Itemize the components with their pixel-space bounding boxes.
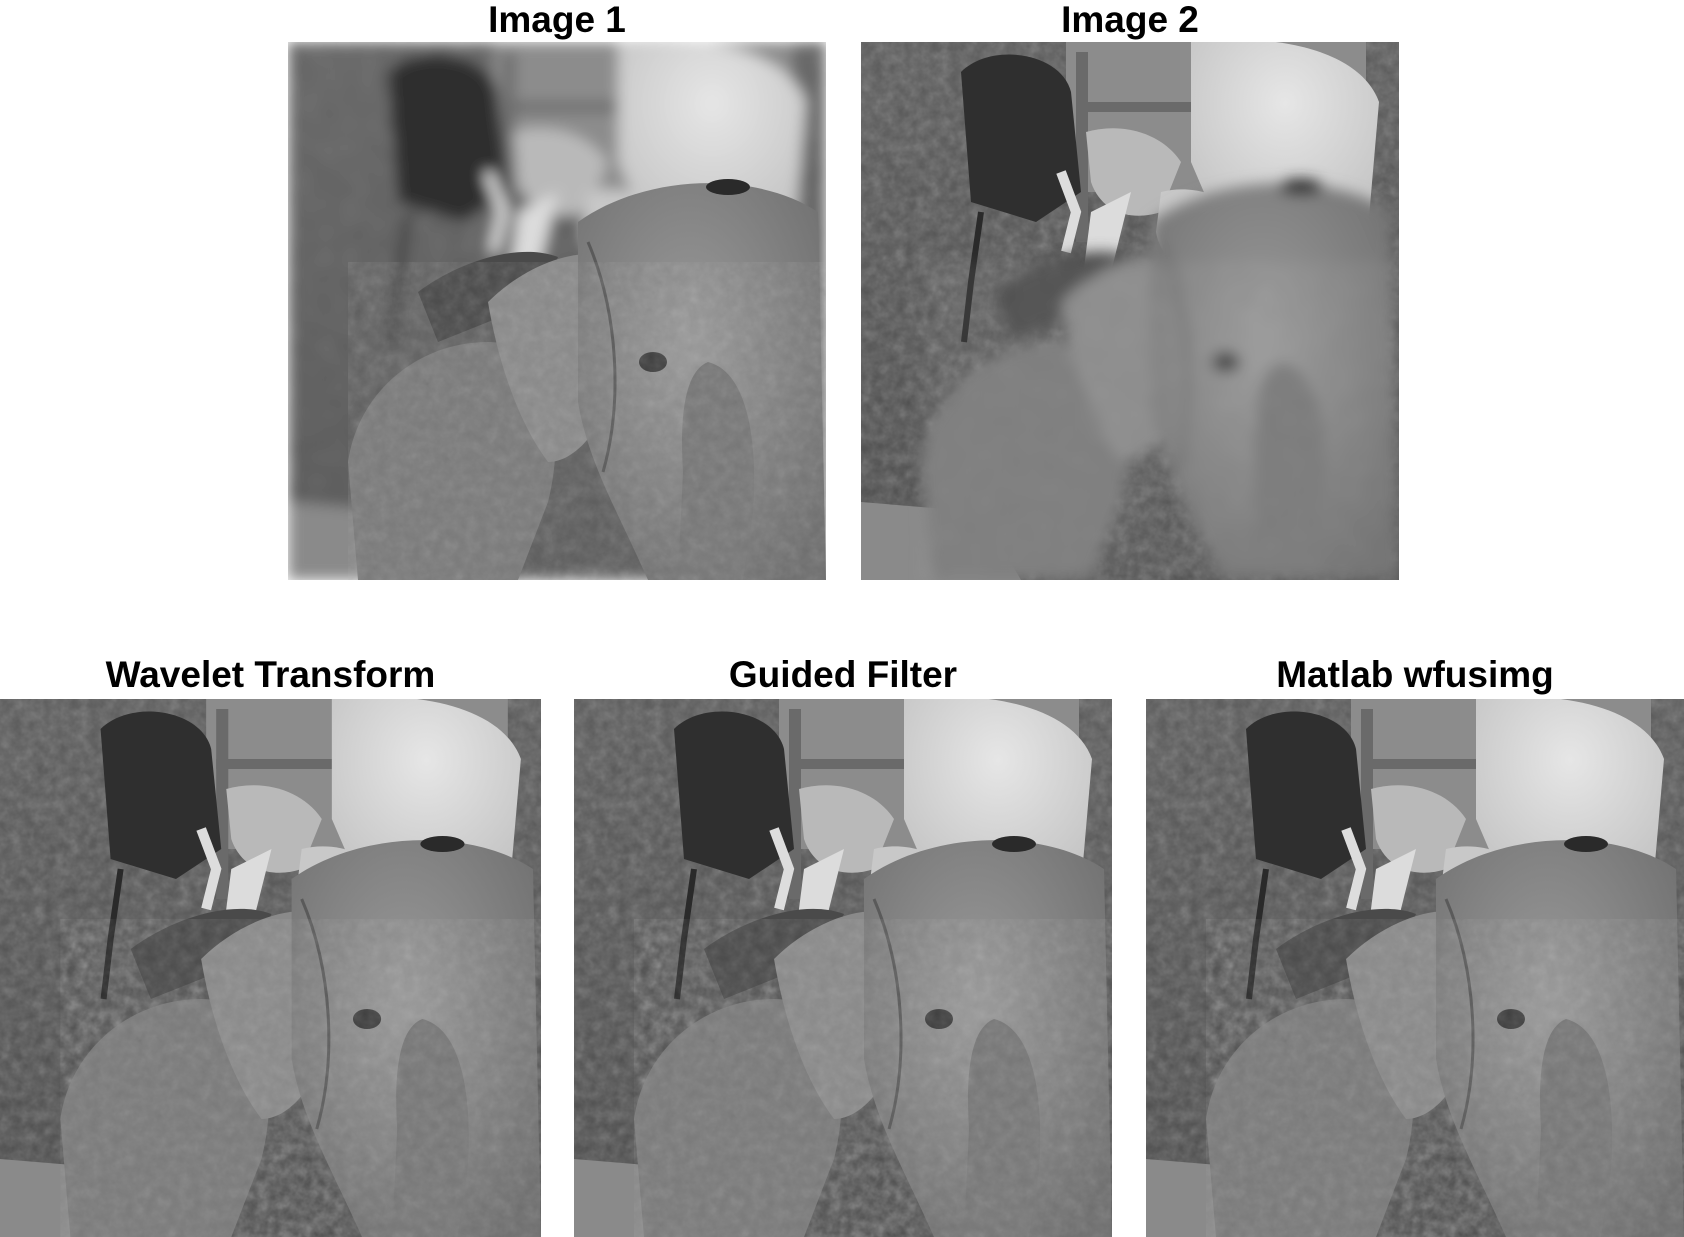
fused-image-wavelet bbox=[0, 699, 541, 1237]
panel-image-2: Image 2 bbox=[861, 0, 1399, 580]
source-image-1 bbox=[288, 42, 826, 580]
panel-title: Matlab wfusimg bbox=[1276, 654, 1554, 695]
fused-image-matlab-wfusimg bbox=[1146, 699, 1684, 1237]
panel-wavelet-transform: Wavelet Transform bbox=[0, 655, 541, 1237]
source-image-2 bbox=[861, 42, 1399, 580]
panel-title: Image 2 bbox=[1061, 0, 1199, 40]
panel-image-1: Image 1 bbox=[288, 0, 826, 580]
panel-title: Image 1 bbox=[488, 0, 626, 40]
panel-title: Guided Filter bbox=[728, 654, 958, 695]
panel-title: Wavelet Transform bbox=[105, 654, 436, 695]
panel-matlab-wfusimg: Matlab wfusimg bbox=[1146, 655, 1684, 1237]
panel-guided-filter: Guided Filter bbox=[574, 655, 1112, 1237]
fused-image-guided-filter bbox=[574, 699, 1112, 1237]
